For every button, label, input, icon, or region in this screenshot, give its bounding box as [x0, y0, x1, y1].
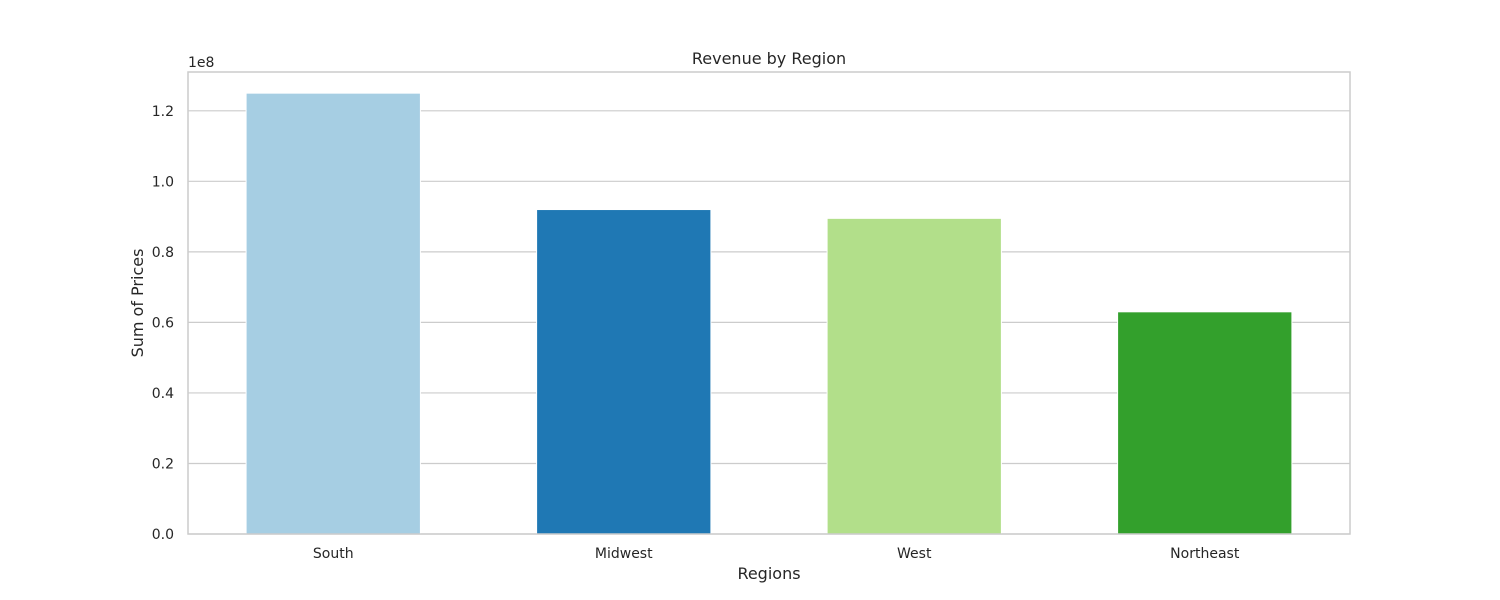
y-tick-label: 0.0 — [152, 527, 174, 543]
bar-midwest — [536, 209, 712, 535]
y-tick-label: 0.8 — [152, 245, 174, 261]
x-tick-label: South — [313, 546, 354, 562]
y-tick-label: 0.6 — [152, 315, 174, 331]
x-axis-label: Regions — [737, 564, 800, 583]
bar-west — [826, 217, 1002, 535]
y-tick-label: 0.2 — [152, 456, 174, 472]
y-tick-labels: 0.0 0.2 0.4 0.6 0.8 1.0 1.2 — [152, 104, 174, 543]
x-tick-label: Northeast — [1170, 546, 1240, 562]
y-axis-offset-label: 1e8 — [188, 55, 214, 71]
plot-frame — [187, 71, 1351, 535]
x-tick-label: West — [897, 546, 932, 562]
y-tick-label: 1.0 — [152, 174, 174, 190]
y-axis-label: Sum of Prices — [128, 249, 147, 358]
bar-northeast — [1117, 311, 1293, 535]
chart-title: Revenue by Region — [692, 49, 846, 68]
x-tick-label: Midwest — [595, 546, 653, 562]
bar-south — [245, 92, 421, 535]
y-tick-label: 1.2 — [152, 104, 174, 120]
y-tick-label: 0.4 — [152, 386, 174, 402]
x-tick-labels: South Midwest West Northeast — [313, 546, 1240, 562]
